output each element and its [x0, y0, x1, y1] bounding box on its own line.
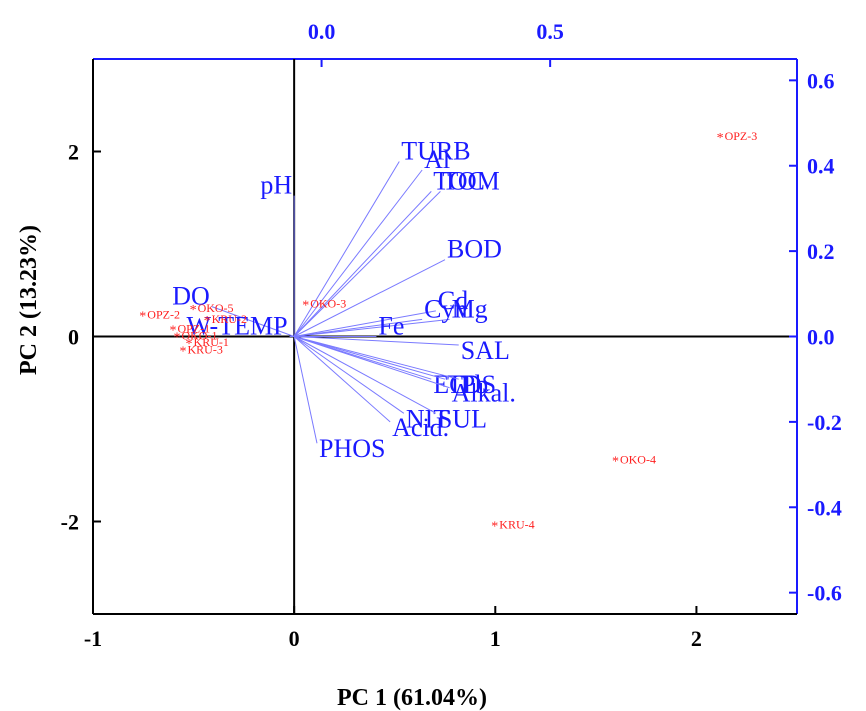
loading-vector — [294, 310, 436, 337]
right-tick-label: 0.0 — [807, 325, 835, 350]
score-label: KRU-1 — [194, 335, 229, 349]
loading-label: DO — [172, 282, 210, 311]
right-tick-label: 0.2 — [807, 239, 835, 264]
loading-vector — [293, 336, 391, 423]
score-label: OPZ-2 — [147, 307, 180, 321]
x-axis-label: PC 1 (61.04%) — [337, 685, 487, 711]
loading-vector — [211, 306, 295, 337]
loading-label: SAL — [461, 336, 510, 365]
y-tick-label: 2 — [68, 140, 79, 165]
loading-vector — [294, 336, 446, 380]
score-marker: * — [612, 455, 619, 470]
loading-label: Cd — [438, 286, 468, 315]
x-tick-label: 1 — [490, 626, 501, 651]
score-marker: * — [190, 303, 197, 318]
score-label: OKO-3 — [310, 296, 346, 310]
loading-vector — [293, 336, 405, 414]
loading-label: TURB — [401, 136, 470, 165]
loading-label: Pb — [461, 370, 488, 399]
loading-vector — [293, 191, 432, 337]
y-tick-label: -2 — [61, 510, 79, 535]
score-label: KRU-3 — [188, 343, 223, 357]
score-marker: * — [169, 323, 176, 338]
loading-label: Cyn — [424, 294, 467, 323]
loading-label: pH — [260, 171, 292, 200]
score-marker: * — [717, 131, 724, 146]
score-marker: * — [491, 519, 498, 534]
loading-label: TDS — [447, 370, 496, 399]
loading-label: Alkal. — [452, 379, 516, 408]
loading-label: PHOS — [319, 434, 385, 463]
score-label: OPZ-1 — [177, 321, 210, 335]
loading-vector — [293, 169, 423, 337]
score-label: KRU-4 — [499, 517, 534, 531]
score-marker: * — [173, 331, 180, 346]
x-tick-label: 0 — [289, 626, 300, 651]
score-marker: * — [204, 314, 211, 329]
right-tick-label: -0.6 — [807, 581, 842, 606]
loading-label: Mg — [452, 294, 488, 323]
loading-label: TOM — [442, 166, 499, 195]
loading-vector — [293, 336, 318, 444]
x-tick-label: -1 — [84, 626, 102, 651]
loading-vector — [293, 190, 441, 337]
loading-vector — [294, 336, 459, 380]
score-label: OPZ-3 — [725, 129, 758, 143]
loading-vector — [293, 336, 437, 414]
loading-label: Al — [424, 145, 450, 174]
loading-label: TOC — [433, 166, 485, 195]
loading-vector — [293, 259, 446, 337]
y-tick-label: 0 — [68, 325, 79, 350]
loading-label: W-TEMP — [186, 312, 287, 341]
top-tick-label: 0.0 — [308, 19, 336, 44]
score-label: OKO-4 — [620, 453, 656, 467]
right-tick-label: 0.4 — [807, 154, 835, 179]
loading-vector — [294, 318, 423, 337]
axis-ticks: -1 0 1 2 -2 0 2 0.0 0.5 0.6 0.4 0.2 0.0 -0.2 -0.4 -0.6 — [61, 19, 842, 651]
score-marker: * — [139, 309, 146, 324]
loading-vector — [293, 161, 400, 337]
loading-label: BOD — [447, 235, 502, 264]
x-tick-label: 2 — [691, 626, 702, 651]
loading-label: SUL — [438, 404, 487, 433]
loading-vector — [294, 318, 450, 337]
score-marker: * — [180, 345, 187, 360]
loading-label: Acid. — [392, 413, 449, 442]
loading-vector — [294, 336, 459, 346]
top-tick-label: 0.5 — [536, 19, 564, 44]
score-points: * OPZ-3* OKO-4* KRU-4* OKO-3* OKO-5* OPZ-2 * KRU… — [139, 129, 757, 534]
right-tick-label: -0.2 — [807, 410, 842, 435]
y-axis-label: PC 2 (13.23%) — [16, 225, 42, 375]
score-label: KRU-2 — [212, 312, 247, 326]
loading-vector — [293, 336, 450, 389]
score-marker: * — [302, 298, 309, 313]
loading-label: Fe — [378, 312, 404, 341]
score-marker: * — [186, 337, 193, 352]
right-tick-label: -0.4 — [807, 495, 842, 520]
score-label: OKO-5 — [198, 301, 234, 315]
score-label: OKO-1 — [181, 329, 217, 343]
right-tick-label: 0.6 — [807, 68, 835, 93]
